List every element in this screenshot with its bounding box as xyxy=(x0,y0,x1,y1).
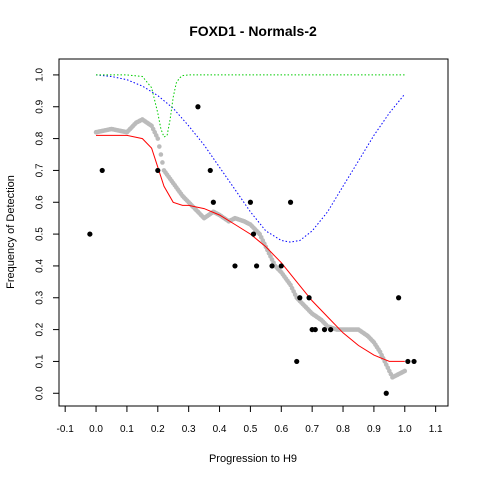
x-tick-label: 1.0 xyxy=(398,424,412,435)
observed-point xyxy=(253,263,260,269)
x-axis: -0.1 0.0 0.1 0.2 0.3 0.4 0.5 0.6 0.7 0.8 0.9 1.0 1.1 xyxy=(57,406,443,435)
observed-point xyxy=(247,199,254,205)
observed-point xyxy=(195,104,201,110)
y-tick-label: 0.4 xyxy=(35,259,46,273)
y-tick-label: 1.0 xyxy=(35,68,46,82)
y-axis-label: Frequency of Detection xyxy=(5,175,17,289)
observed-point xyxy=(250,231,257,237)
observed-point xyxy=(155,167,161,174)
observed-point xyxy=(278,263,284,269)
fitted-curve xyxy=(96,134,405,362)
observed-point xyxy=(405,358,411,365)
smoothed-point xyxy=(155,136,161,141)
observed-point xyxy=(411,358,417,365)
y-tick-label: 0.3 xyxy=(35,290,46,304)
smoothed-point xyxy=(402,368,408,374)
y-tick-label: 0.1 xyxy=(35,354,46,368)
y-tick-label: 0.6 xyxy=(35,195,46,209)
smoothed-point xyxy=(157,144,162,149)
x-tick-label: 0.9 xyxy=(367,424,381,435)
y-tick-label: 0.2 xyxy=(35,322,46,336)
y-tick-label: 0.9 xyxy=(35,99,46,113)
x-tick-label: 0.1 xyxy=(120,424,134,435)
x-tick-label: 0.5 xyxy=(243,424,257,435)
x-tick-label: 0.2 xyxy=(151,424,165,435)
observed-point xyxy=(294,358,300,365)
plot-area-frame xyxy=(58,58,449,407)
smoothed-point xyxy=(158,152,164,157)
smoothed-point xyxy=(160,160,165,165)
observed-point xyxy=(287,199,294,205)
observed-point xyxy=(99,167,105,174)
observed-point xyxy=(210,199,216,205)
x-tick-label: 0.3 xyxy=(182,424,196,435)
observed-point xyxy=(269,263,275,269)
x-tick-label: 0.6 xyxy=(274,424,288,435)
observed-point xyxy=(232,263,238,269)
chart-title: FOXD1 - Normals-2 xyxy=(189,23,317,39)
observed-point xyxy=(297,295,303,301)
x-tick-label: 0.0 xyxy=(89,424,103,435)
observed-point xyxy=(383,390,389,396)
y-tick-label: 0.0 xyxy=(35,386,46,400)
observed-point xyxy=(312,326,318,333)
observed-point xyxy=(321,326,328,333)
green-dotted-curve xyxy=(96,74,405,138)
observed-point xyxy=(87,231,93,237)
observed-point xyxy=(207,167,213,174)
x-tick-label: 0.8 xyxy=(336,424,350,435)
observed-point xyxy=(396,295,402,301)
x-tick-label: -0.1 xyxy=(57,424,75,435)
observed-point xyxy=(328,326,334,333)
observed-point xyxy=(306,295,312,301)
y-tick-label: 0.8 xyxy=(35,131,46,145)
series-layer xyxy=(87,74,417,396)
x-tick-label: 0.7 xyxy=(305,424,319,435)
x-tick-label: 1.1 xyxy=(429,424,443,435)
blue-dotted-curve xyxy=(95,74,406,243)
y-axis: 0.0 0.1 0.2 0.3 0.4 0.5 0.6 0.7 0.8 0.9 1.0 xyxy=(35,68,59,400)
y-tick-label: 0.7 xyxy=(35,163,46,177)
x-axis-label: Progression to H9 xyxy=(209,453,297,465)
x-tick-label: 0.4 xyxy=(213,424,227,435)
y-tick-label: 0.5 xyxy=(35,227,46,241)
